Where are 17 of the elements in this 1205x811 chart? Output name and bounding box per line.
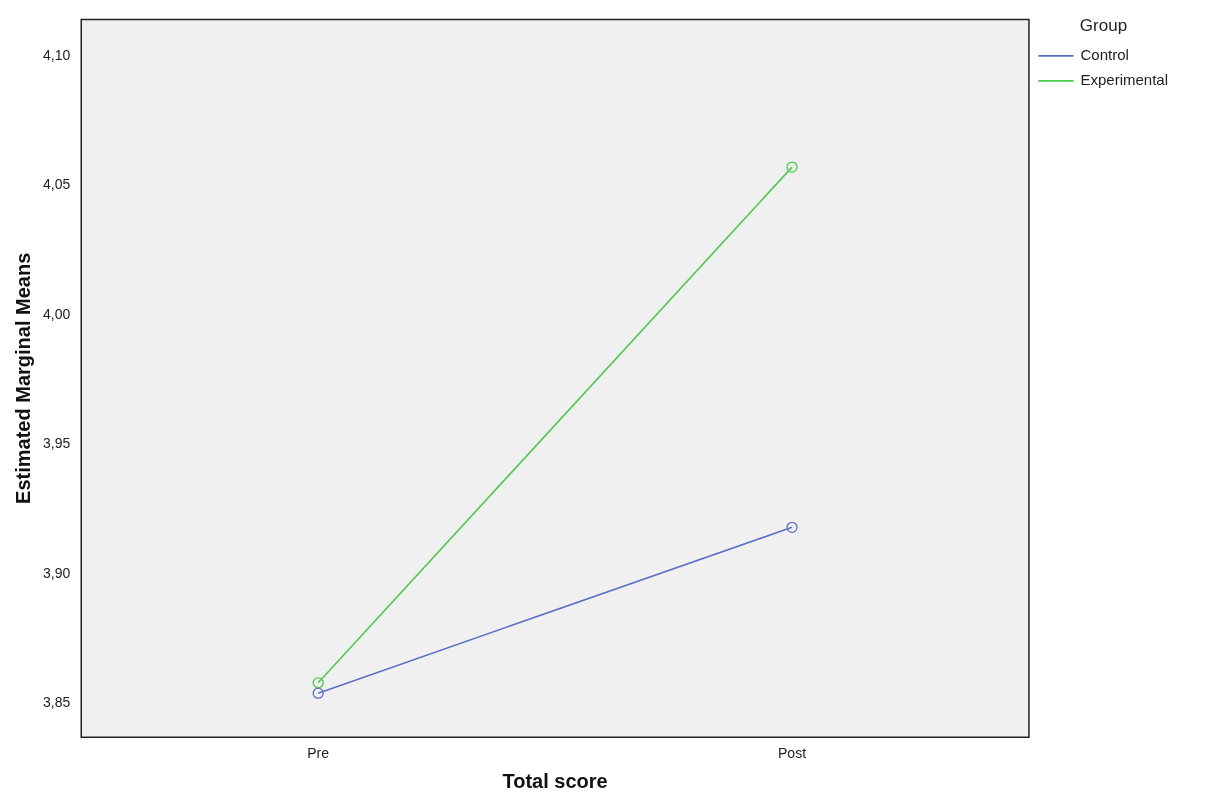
legend-title: Group — [1079, 16, 1128, 36]
point — [786, 161, 798, 173]
point — [786, 521, 798, 533]
y-tick-label: 3,85 — [43, 694, 71, 711]
y-tick-label: 4,00 — [43, 305, 71, 322]
point — [312, 687, 324, 699]
point — [312, 677, 324, 689]
y-tick-label: 4,05 — [43, 176, 71, 193]
x-tick-label: Pre — [307, 745, 330, 762]
legend-label: Experimental — [1080, 71, 1169, 89]
y-tick-label: 3,95 — [43, 435, 71, 452]
x-tick-label: Post — [778, 745, 807, 762]
y-tick-label: 4,10 — [43, 46, 71, 63]
legend-label: Control — [1080, 46, 1129, 64]
y-tick-label: 3,90 — [43, 564, 71, 581]
x-axis-title: Total score — [502, 769, 608, 792]
y-axis-title: Estimated Marginal Means — [11, 252, 34, 504]
